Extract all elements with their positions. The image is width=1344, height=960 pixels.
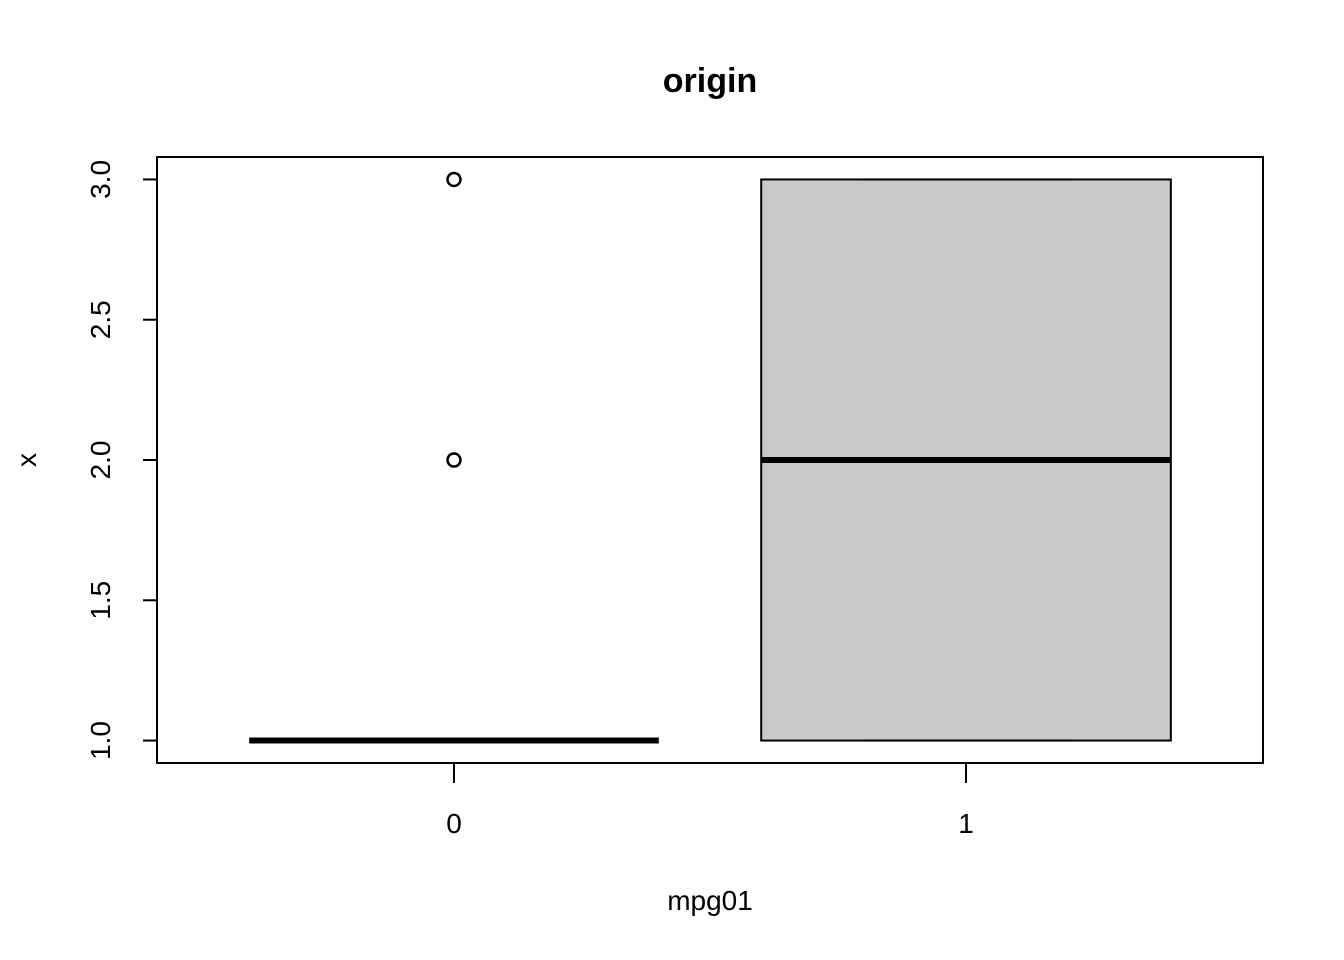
- box-group-0: [249, 171, 659, 744]
- box-group-1: [760, 178, 1172, 742]
- y-axis: 1.0 1.5 2.0 2.5 3.0: [85, 160, 158, 760]
- y-tick-label: 1.5: [85, 581, 116, 620]
- y-tick-label: 1.0: [85, 721, 116, 760]
- x-tick-label: 1: [958, 808, 974, 839]
- x-tick-label: 0: [446, 808, 462, 839]
- outlier-point: [446, 452, 462, 468]
- y-tick-label: 2.0: [85, 441, 116, 480]
- outlier-point: [446, 171, 462, 188]
- y-axis-label: x: [11, 453, 42, 467]
- chart-title: origin: [663, 62, 757, 100]
- boxes-layer: [249, 171, 1172, 744]
- y-tick-label: 2.5: [85, 300, 116, 339]
- y-tick-label: 3.0: [85, 160, 116, 199]
- x-axis-label: mpg01: [667, 885, 753, 916]
